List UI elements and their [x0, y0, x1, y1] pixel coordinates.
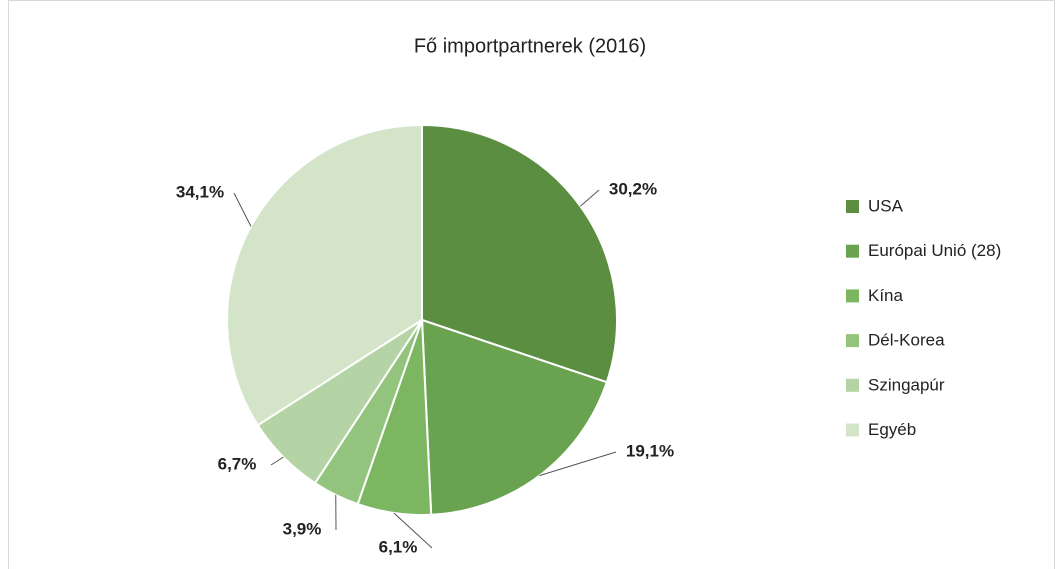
- leader-line: [393, 512, 433, 549]
- data-label: 6,1%: [379, 537, 418, 556]
- data-label: 30,2%: [609, 179, 657, 198]
- legend-swatch: [846, 244, 859, 258]
- data-label: 34,1%: [176, 182, 224, 201]
- legend-swatch: [846, 200, 859, 213]
- data-label: 6,7%: [218, 454, 257, 473]
- legend-label: Szingapúr: [868, 375, 945, 394]
- chart-title: Fő importpartnerek (2016): [414, 35, 646, 57]
- data-label: 19,1%: [626, 441, 674, 460]
- data-label: 3,9%: [283, 519, 322, 538]
- legend-label: Európai Unió (28): [868, 241, 1001, 260]
- leader-line: [580, 189, 600, 207]
- leader-line: [539, 451, 617, 477]
- legend-label: USA: [868, 196, 904, 215]
- legend-swatch: [846, 334, 859, 348]
- leader-line: [233, 192, 252, 227]
- legend-swatch: [846, 378, 859, 392]
- chart-frame: [8, 0, 1055, 569]
- legend-label: Kína: [868, 286, 904, 305]
- leader-line: [270, 456, 284, 466]
- pie-slice: [420, 318, 609, 516]
- legend-label: Egyéb: [868, 420, 916, 439]
- legend-label: Dél-Korea: [868, 331, 945, 350]
- legend-swatch: [846, 423, 859, 437]
- legend-swatch: [846, 289, 859, 303]
- pie-slice: [421, 123, 618, 384]
